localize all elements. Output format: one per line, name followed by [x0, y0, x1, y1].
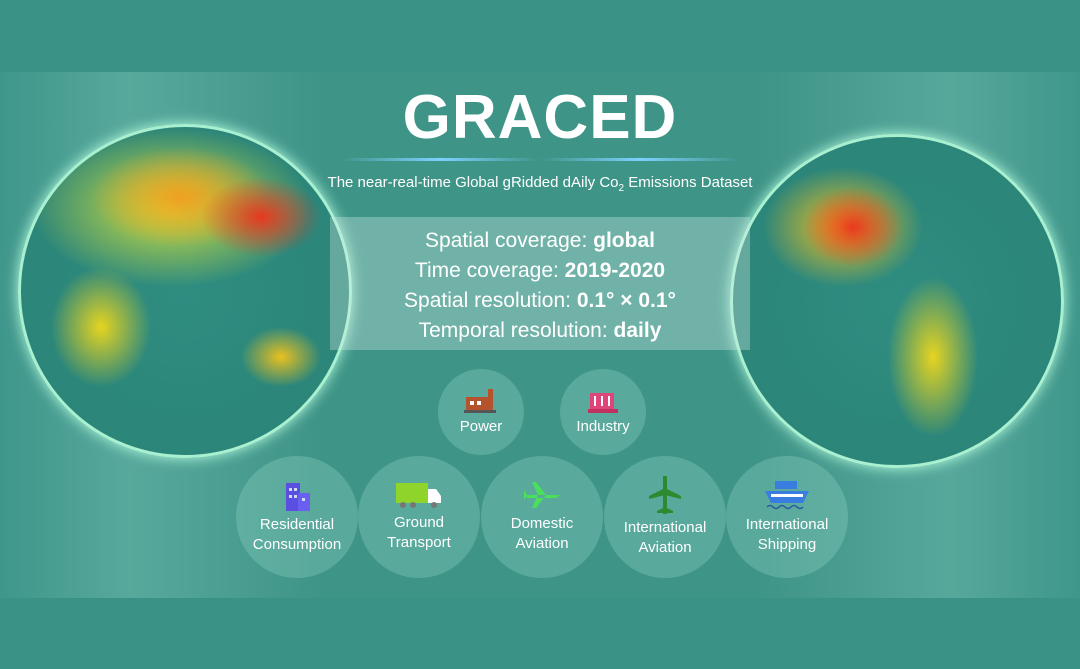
- subtitle-subscript: 2: [618, 183, 625, 194]
- subtitle-text: The near-real-time Global gRidded dAily …: [327, 174, 619, 191]
- ship-icon: [765, 481, 809, 510]
- globe-map-western-hemisphere: [730, 134, 1064, 468]
- sector-power: Power: [438, 369, 524, 455]
- truck-icon: [396, 483, 441, 508]
- divider: [340, 158, 740, 161]
- sector-label: Industry: [576, 418, 630, 435]
- info-time-coverage: Time coverage: 2019-2020: [414, 259, 666, 282]
- airplane-icon: [649, 476, 681, 514]
- sector-label: Transport: [387, 534, 451, 551]
- sector-label: Ground: [393, 514, 445, 531]
- sector-label: Aviation: [515, 535, 569, 552]
- info-spatial-coverage: Spatial coverage: global: [425, 229, 655, 252]
- airplane-icon: [524, 482, 560, 508]
- sector-international-shipping: International Shipping: [726, 456, 848, 578]
- sector-label: Consumption: [252, 536, 342, 553]
- sector-label: Shipping: [757, 536, 817, 553]
- sector-label: International: [745, 516, 829, 533]
- sector-label: Aviation: [638, 539, 692, 556]
- dataset-info-box: Spatial coverage: global Time coverage: …: [330, 217, 750, 350]
- sector-industry: Industry: [560, 369, 646, 455]
- info-spatial-resolution: Spatial resolution: 0.1° × 0.1°: [404, 289, 676, 312]
- sector-international-aviation: International Aviation: [604, 456, 726, 578]
- sector-ground-transport: Ground Transport: [358, 456, 480, 578]
- sector-label: Power: [459, 418, 503, 435]
- buildings-icon: [286, 483, 310, 511]
- globe-map-eastern-hemisphere: [18, 124, 352, 458]
- sector-residential-consumption: Residential Consumption: [236, 456, 358, 578]
- sector-label: Residential: [259, 516, 335, 533]
- sector-domestic-aviation: Domestic Aviation: [481, 456, 603, 578]
- sector-label: Domestic: [510, 515, 574, 532]
- page-title: GRACED: [402, 83, 678, 152]
- subtitle-text-end: Emissions Dataset: [624, 174, 753, 191]
- subtitle: The near-real-time Global gRidded dAily …: [0, 174, 1080, 194]
- power-plant-icon: [464, 389, 496, 413]
- info-temporal-resolution: Temporal resolution: daily: [418, 319, 662, 342]
- factory-icon: [588, 393, 618, 413]
- sector-label: International: [623, 519, 707, 536]
